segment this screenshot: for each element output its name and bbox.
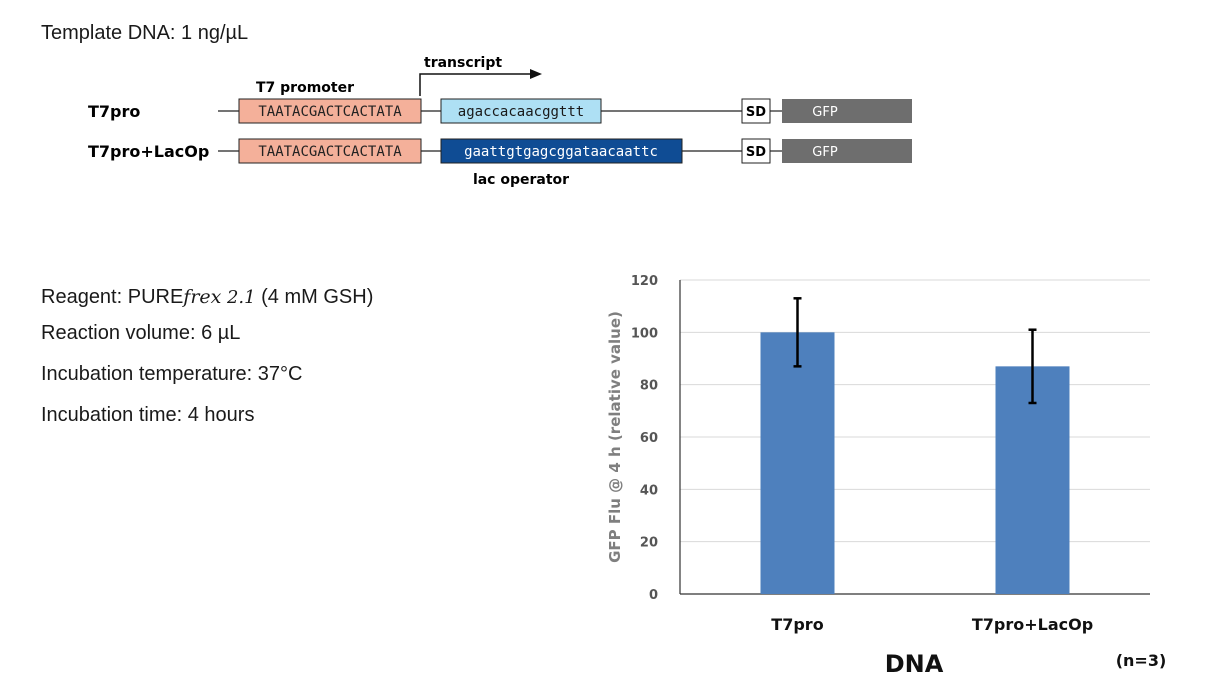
- bar-chart: 0 20 40 60 80 100 120 T7pro T7pro+LacOp GFP Flu…: [606, 274, 1167, 678]
- bar: [760, 332, 835, 594]
- x-tick-label: T7pro: [771, 615, 823, 634]
- y-axis-label: GFP Flu @ 4 h (relative value): [606, 311, 624, 563]
- y-tick-label: 40: [640, 483, 658, 498]
- promoter-box: [238, 138, 422, 164]
- promoter-label: T7 promoter: [256, 80, 354, 96]
- reaction-volume: Reaction volume: 6 µL: [41, 322, 241, 344]
- promoter-sequence: TAATACGACTCACTATA: [258, 104, 402, 120]
- construct-name: T7pro+LacOp: [88, 142, 209, 161]
- sd-label: SD: [746, 105, 766, 120]
- promoter-box: [238, 98, 422, 124]
- construct-row-1: T7pro TAATACGACTCACTATA agaccacaacggttt …: [88, 98, 912, 124]
- incubation-time: Incubation time: 4 hours: [41, 404, 255, 426]
- y-tick-label: 120: [631, 274, 658, 289]
- gfp-box: [782, 99, 912, 123]
- transcript-label: transcript: [424, 55, 502, 71]
- construct-diagram: T7 promoter transcript T7pro TAATACGACTC…: [88, 55, 912, 188]
- reagent-line: Reagent: PUREfrex 2.1 (4 mM GSH): [41, 286, 373, 309]
- template-dna-label: Template DNA: 1 ng/µL: [41, 22, 249, 44]
- y-tick-label: 80: [640, 379, 658, 394]
- lac-operator-label: lac operator: [473, 172, 569, 188]
- x-tick-label: T7pro+LacOp: [972, 615, 1093, 634]
- reagent-prefix: Reagent: PURE: [41, 286, 184, 308]
- transcript-arrow-head: [530, 69, 542, 79]
- x-axis-label: DNA: [885, 650, 944, 678]
- sd-box: [741, 138, 771, 164]
- sample-size-note: (n=3): [1116, 651, 1167, 670]
- construct-row-2: T7pro+LacOp TAATACGACTCACTATA gaattgtgag…: [88, 138, 912, 164]
- incubation-temperature: Incubation temperature: 37°C: [41, 363, 303, 385]
- error-bars: [793, 297, 1037, 405]
- insert-box: [440, 138, 683, 164]
- y-tick-label: 60: [640, 431, 658, 446]
- gfp-label: GFP: [812, 145, 838, 160]
- y-tick-labels: 0 20 40 60 80 100 120: [631, 274, 658, 603]
- reagent-version: 2.1: [226, 287, 256, 308]
- promoter-sequence: TAATACGACTCACTATA: [258, 144, 402, 160]
- insert-sequence: agaccacaacggttt: [458, 104, 584, 120]
- reagent-italic: frex: [183, 286, 222, 308]
- y-tick-label: 20: [640, 536, 658, 551]
- construct-name: T7pro: [88, 102, 140, 121]
- sd-label: SD: [746, 145, 766, 160]
- gfp-label: GFP: [812, 105, 838, 120]
- transcript-arrow-line: [419, 73, 532, 96]
- insert-sequence: gaattgtgagcggataacaattc: [464, 144, 658, 160]
- bar: [995, 366, 1070, 594]
- y-tick-label: 100: [631, 326, 658, 341]
- y-tick-label: 0: [649, 588, 658, 603]
- reagent-suffix: (4 mM GSH): [255, 286, 374, 308]
- gfp-box: [782, 139, 912, 163]
- gridlines: [679, 279, 1150, 595]
- bars: [760, 332, 1070, 594]
- sd-box: [741, 98, 771, 124]
- x-tick-labels: T7pro T7pro+LacOp: [771, 615, 1093, 634]
- insert-box: [440, 98, 602, 124]
